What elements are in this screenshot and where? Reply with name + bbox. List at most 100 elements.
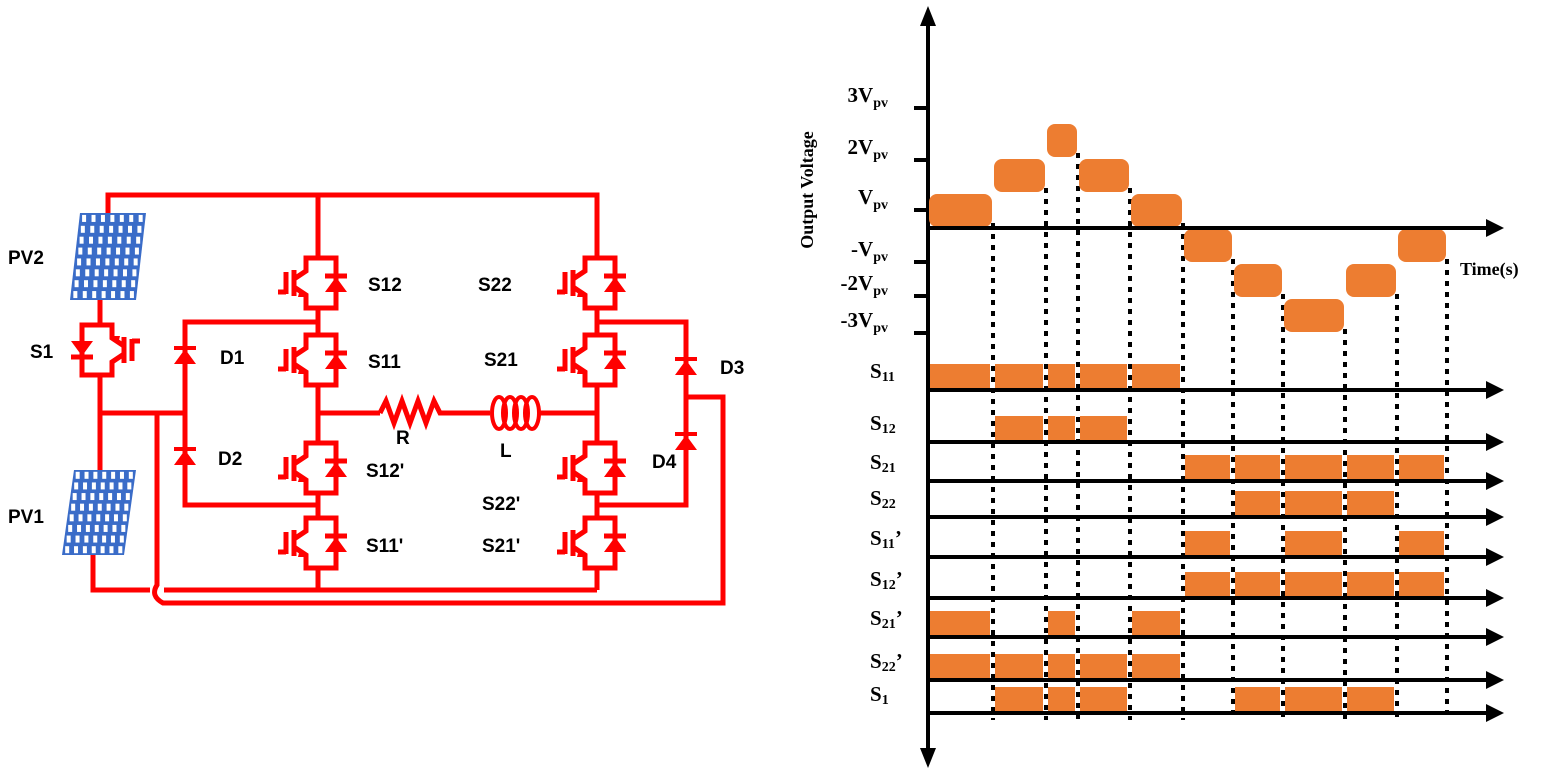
panel-cell [107, 236, 112, 244]
voltage-level-block [1131, 194, 1182, 227]
voltage-tick-label: -3Vpv [841, 308, 888, 336]
panel-cell [73, 291, 78, 299]
diode-D3 [673, 357, 699, 377]
gate-pulse [1185, 455, 1230, 479]
panel-cell [122, 269, 127, 277]
panel-cell [93, 280, 98, 288]
panel-cell [120, 291, 125, 299]
panel-cell [91, 482, 96, 490]
gate-pulse [995, 416, 1043, 440]
panel-cell [112, 524, 117, 532]
gate-pulse [1235, 572, 1280, 596]
gate-pulse [1080, 364, 1127, 388]
panel-cell [84, 471, 89, 479]
panel-cell [122, 514, 127, 522]
voltage-level-block [1184, 229, 1232, 262]
gate-pulse [1399, 455, 1444, 479]
gate-pulse [930, 654, 990, 678]
gate-pulse [1080, 416, 1127, 440]
gate-pulse [1347, 687, 1394, 711]
label-l: L [500, 441, 512, 462]
gate-pulse [1285, 491, 1342, 515]
panel-cell [138, 214, 143, 222]
panel-cell [91, 214, 96, 222]
voltage-level-block [1079, 159, 1129, 192]
panel-cell [127, 482, 132, 490]
panel-cell [100, 214, 105, 222]
label-pv2: PV2 [8, 248, 44, 269]
switch-row-S12: S12 [870, 411, 1504, 451]
y-axis-label: Output Voltage [797, 131, 817, 249]
switch-S12-prime [278, 433, 347, 503]
inductor-L [490, 395, 541, 431]
panel-cell [82, 214, 87, 222]
voltage-level-block [994, 159, 1045, 192]
gate-pulse [1285, 687, 1342, 711]
panel-cell [102, 280, 107, 288]
resistor-R [377, 393, 445, 431]
panel-cell [109, 482, 114, 490]
panel-cell [85, 269, 90, 277]
panel-cell [99, 493, 104, 501]
panel-cell [93, 471, 98, 479]
gate-pulse [1048, 654, 1075, 678]
panel-cell [68, 524, 73, 532]
voltage-level-block [1234, 264, 1282, 297]
switch-label: S11’ [870, 526, 902, 552]
panel-cell [137, 225, 142, 233]
panel-cell [126, 236, 131, 244]
panel-cell [81, 493, 86, 501]
switch-label: S22’ [870, 649, 903, 675]
voltage-level-block [1284, 299, 1344, 332]
panel-cell [117, 236, 122, 244]
axis-arrow-down-icon [920, 748, 936, 768]
switch-row-S21: S21 [870, 450, 1504, 490]
signal-axis-arrow-icon [1486, 508, 1504, 526]
panel-cell [110, 214, 115, 222]
panel-cell [106, 247, 111, 255]
signal-axis-arrow-icon [1486, 548, 1504, 566]
panel-cell [121, 280, 126, 288]
voltage-tick-label: -Vpv [851, 237, 888, 265]
switch-S12 [278, 248, 347, 318]
panel-cell [100, 482, 105, 490]
bottom-bus-wire [90, 555, 597, 593]
panel-cell [91, 546, 96, 554]
time-axis-arrow-icon [1486, 219, 1504, 237]
switch-S22-prime [557, 433, 626, 503]
switch-S21 [557, 325, 626, 395]
panel-cell [134, 247, 139, 255]
panel-cell [90, 493, 95, 501]
gate-pulse [1132, 364, 1180, 388]
panel-cell [99, 225, 104, 233]
switch-row-S21-prime: S21’ [870, 606, 1504, 646]
panel-cell [115, 503, 120, 511]
panel-cell [72, 493, 77, 501]
panel-cell [131, 280, 136, 288]
voltage-level-block [929, 194, 992, 227]
panel-cell [95, 258, 100, 266]
gate-pulse [1347, 455, 1394, 479]
label-s22p: S22' [482, 494, 520, 515]
solar-panel-PV2 [70, 213, 146, 300]
panel-cell [90, 225, 95, 233]
panel-cell [124, 503, 129, 511]
diode-D4 [673, 432, 699, 452]
panel-cell [129, 291, 134, 299]
panel-cell [74, 546, 79, 554]
panel-cell [128, 471, 133, 479]
panel-cell [129, 214, 134, 222]
output-voltage-levels [929, 124, 1446, 332]
panel-cell [97, 503, 102, 511]
panel-cell [125, 493, 130, 501]
label-d2: D2 [218, 449, 242, 470]
panel-cell [109, 546, 114, 554]
label-d3: D3 [720, 358, 744, 379]
signal-axis-arrow-icon [1486, 628, 1504, 646]
gate-pulse [995, 687, 1043, 711]
switch-S1 [71, 315, 140, 385]
label-d4: D4 [652, 452, 677, 473]
panel-cell [77, 524, 82, 532]
switch-label: S11 [870, 359, 895, 385]
